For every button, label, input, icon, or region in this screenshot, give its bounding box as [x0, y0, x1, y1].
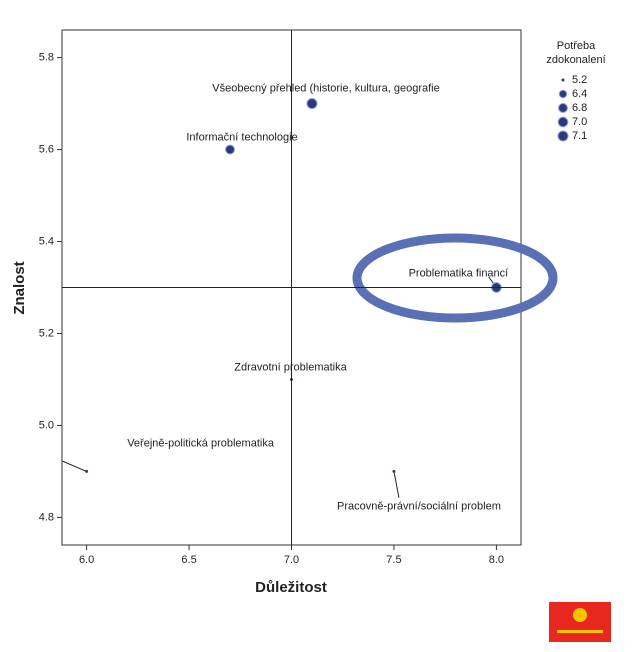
x-tick-label: 6.0: [79, 554, 94, 566]
x-tick-label: 6.5: [181, 554, 196, 566]
bubble: [225, 144, 235, 155]
bubble: [306, 98, 318, 110]
legend-bubble: [557, 116, 569, 128]
point-label: Problematika financí: [409, 267, 509, 279]
point-label: Informační technologie: [186, 131, 297, 143]
point-label: Zdravotní problematika: [234, 361, 347, 373]
y-tick-label: 5.4: [39, 235, 54, 247]
logo-bar: [557, 630, 603, 633]
legend-title: zdokonalení: [546, 54, 605, 66]
y-tick-label: 4.8: [39, 511, 54, 523]
x-tick-label: 7.0: [284, 554, 299, 566]
y-tick-label: 5.2: [39, 327, 54, 339]
plot-area: Všeobecný přehled (historie, kultura, ge…: [62, 82, 509, 512]
legend-bubble: [557, 130, 569, 142]
point-label: Všeobecný přehled (historie, kultura, ge…: [212, 82, 439, 94]
legend-title: Potřeba: [557, 40, 596, 52]
legend-label: 7.0: [572, 116, 587, 128]
legend-label: 5.2: [572, 74, 587, 86]
y-tick-label: 5.0: [39, 419, 54, 431]
logo-icon: [573, 608, 587, 622]
bubble: [85, 469, 89, 473]
y-axis-title: Znalost: [11, 261, 28, 314]
legend-label: 6.4: [572, 88, 587, 100]
leader-line: [393, 471, 400, 498]
bubble: [392, 469, 396, 473]
legend-label: 7.1: [572, 130, 587, 142]
highlight-ellipse: [352, 233, 558, 323]
logo: [549, 602, 611, 642]
legend-label: 6.8: [572, 102, 587, 114]
legend-bubble: [558, 89, 568, 99]
y-tick-label: 5.8: [39, 51, 54, 63]
leader-line: [62, 460, 87, 472]
legend-bubble: [558, 103, 568, 113]
x-tick-label: 7.5: [386, 554, 401, 566]
point-label: Veřejně-politická problematika: [127, 437, 275, 449]
x-axis-title: Důležitost: [255, 579, 327, 596]
x-tick-label: 8.0: [489, 554, 504, 566]
point-label: Pracovně-právní/sociální problem: [337, 500, 501, 512]
y-tick-label: 5.6: [39, 143, 54, 155]
legend-bubble: [561, 78, 565, 82]
